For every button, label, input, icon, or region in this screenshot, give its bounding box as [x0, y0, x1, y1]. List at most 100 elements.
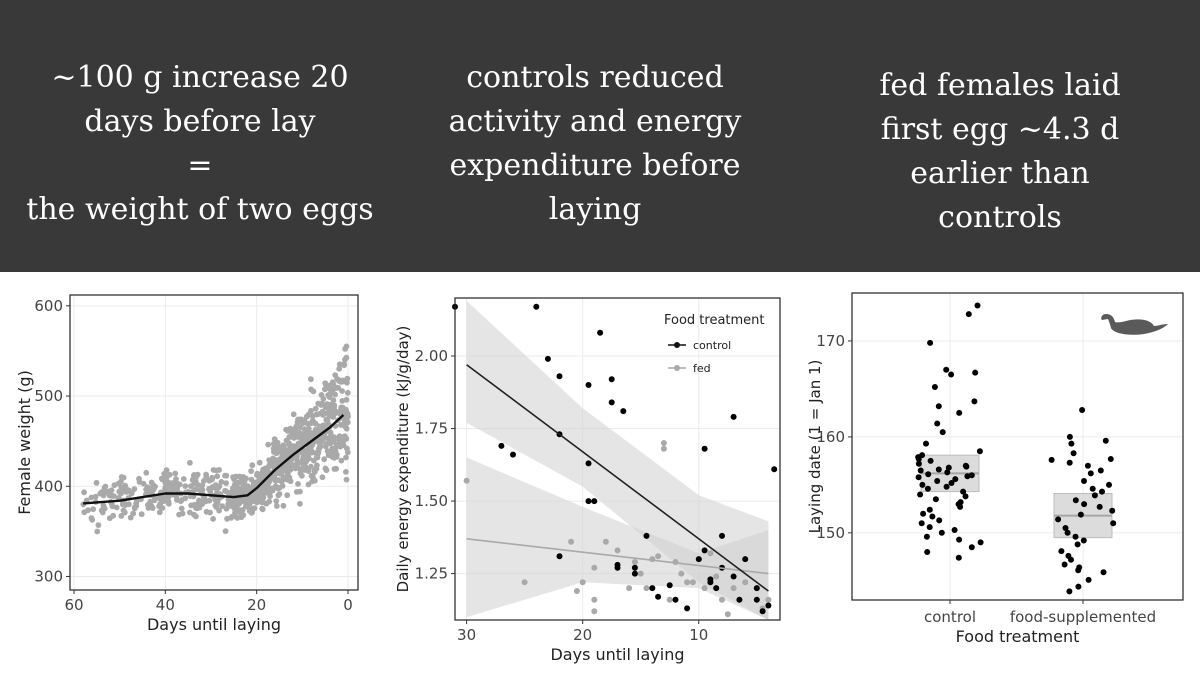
weight-point — [223, 505, 230, 512]
weight-point — [284, 461, 290, 468]
weight-point — [234, 481, 240, 488]
laying-point — [938, 529, 945, 536]
weight-point — [247, 506, 253, 513]
x-tick-label: 30 — [457, 626, 476, 644]
weight-point — [193, 505, 199, 511]
weight-point — [199, 482, 206, 489]
weight-point — [275, 477, 282, 483]
laying-point — [1064, 529, 1071, 536]
weight-point — [191, 511, 197, 518]
weight-point — [118, 490, 124, 497]
weight-point — [252, 492, 259, 499]
weight-point — [256, 459, 263, 466]
weight-point — [166, 471, 173, 478]
y-tick-label: 170 — [816, 332, 845, 350]
laying-point — [1106, 481, 1112, 488]
weight-point — [344, 389, 351, 396]
weight-point — [307, 410, 313, 417]
weight-point — [93, 479, 100, 486]
control-point — [736, 596, 743, 603]
weight-point — [329, 445, 336, 452]
control-point — [672, 596, 679, 603]
weight-point — [343, 435, 350, 442]
laying-point — [1066, 433, 1073, 440]
weight-point — [81, 489, 87, 496]
laying-point — [1091, 492, 1098, 499]
x-tick-label: 20 — [247, 596, 266, 614]
weight-point — [240, 512, 247, 518]
fed-points — [463, 440, 772, 618]
weight-point — [269, 487, 276, 494]
legend-control-label: control — [693, 339, 731, 352]
laying-point — [917, 491, 924, 498]
laying-point — [1061, 561, 1068, 568]
control-points — [915, 302, 984, 561]
laying-point — [1075, 583, 1082, 590]
weight-point — [339, 388, 345, 394]
y-axis-label: Female weight (g) — [15, 370, 34, 515]
weight-point — [182, 483, 189, 489]
weight-point — [293, 489, 300, 495]
weight-point — [308, 386, 314, 393]
weight-point — [216, 467, 223, 473]
weight-point — [319, 438, 325, 444]
weight-point — [179, 510, 186, 517]
weight-point — [326, 382, 332, 389]
laying-point — [923, 440, 929, 447]
fed-point — [591, 608, 598, 615]
laying-point — [1109, 507, 1116, 514]
weight-point — [145, 502, 151, 508]
y-tick-label: 1.50 — [415, 492, 448, 510]
weight-point — [343, 354, 350, 361]
weight-point — [125, 501, 132, 508]
weight-point — [308, 432, 314, 439]
duck-icon — [1101, 314, 1168, 335]
weight-point — [323, 467, 330, 474]
laying-point — [955, 554, 962, 561]
control-point — [655, 593, 662, 600]
fed-point — [730, 585, 737, 592]
weight-point — [322, 386, 328, 393]
weight-point — [299, 472, 305, 479]
laying-point — [1102, 437, 1109, 444]
weight-point — [85, 507, 91, 514]
fed-point — [719, 596, 725, 603]
weight-point — [213, 504, 220, 510]
control-point — [730, 413, 737, 420]
laying-point — [957, 503, 964, 510]
fed-point — [614, 547, 621, 554]
laying-point — [960, 488, 967, 495]
laying-point — [915, 474, 922, 481]
laying-point — [929, 513, 936, 520]
laying-point — [1081, 501, 1088, 508]
laying-point — [1055, 516, 1062, 523]
laying-point — [927, 457, 934, 464]
laying-point — [1087, 470, 1094, 477]
weight-point — [193, 473, 200, 480]
y-tick-label: 150 — [816, 524, 845, 542]
laying-point — [1079, 407, 1086, 413]
control-point — [608, 399, 615, 406]
weight-point — [344, 449, 351, 456]
control-point — [533, 303, 540, 310]
weight-point — [272, 483, 279, 490]
laying-point — [962, 493, 969, 500]
weight-point — [327, 408, 334, 415]
laying-point — [932, 496, 939, 503]
fed-point — [602, 538, 609, 545]
control-point — [695, 556, 702, 563]
weight-point — [150, 486, 157, 493]
y-tick-label: 160 — [816, 428, 845, 446]
weight-point — [313, 454, 320, 461]
weight-point — [248, 468, 255, 474]
weight-point — [326, 394, 333, 400]
weight-point — [143, 469, 150, 476]
weight-point — [313, 430, 319, 437]
control-point — [684, 605, 691, 612]
weight-point — [225, 496, 232, 503]
control-point — [556, 553, 563, 560]
weight-point — [343, 469, 349, 475]
energy-chart: Food treatment control fed 30 20 10 1.25 1.50 1.… — [394, 297, 781, 664]
weight-point — [88, 494, 95, 501]
weight-point — [308, 376, 314, 383]
